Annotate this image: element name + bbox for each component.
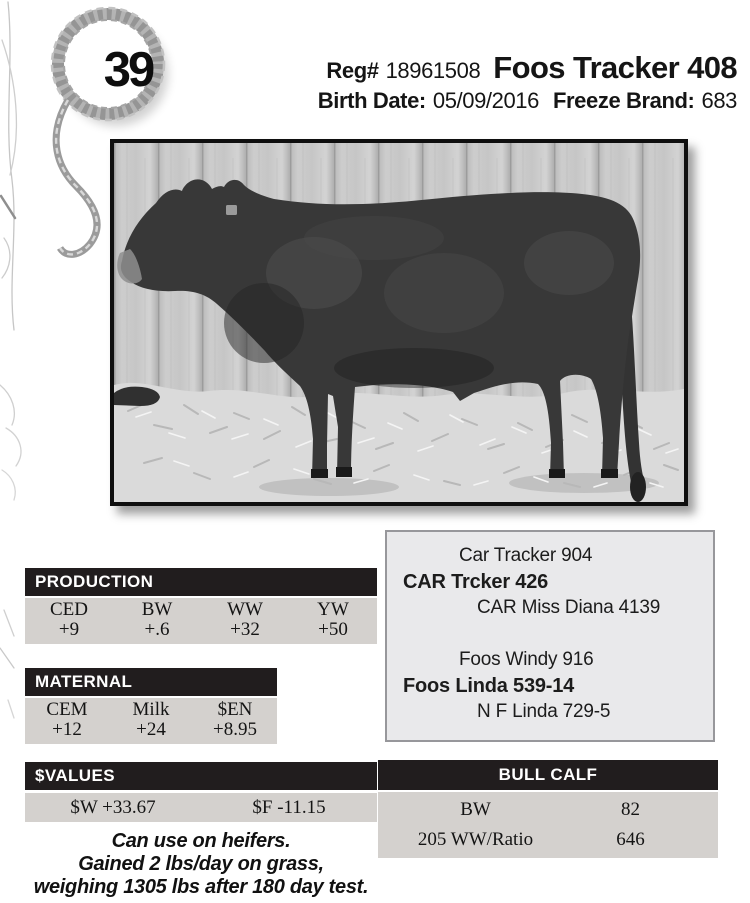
- dollar-value-f: $F -11.15: [252, 797, 326, 818]
- epd-label: CEM: [46, 699, 88, 720]
- epd-value: +50: [318, 619, 348, 640]
- dollar-values-section: $VALUES $W +33.67 $F -11.15: [25, 762, 377, 822]
- epd-value: +12: [52, 719, 82, 740]
- epd-label: $EN: [217, 699, 253, 720]
- bull-calf-ww-value: 646: [616, 828, 645, 850]
- bull-calf-bw-value: 82: [621, 799, 640, 821]
- bull-calf-ww-label: 205 WW/Ratio: [417, 828, 534, 850]
- production-col-ww: WW +32: [201, 598, 289, 644]
- production-row: CED +9 BW +.6 WW +32 YW +50: [25, 598, 377, 644]
- epd-value: +32: [230, 619, 260, 640]
- maternal-header: MATERNAL: [25, 668, 277, 696]
- epd-value: +24: [136, 719, 166, 740]
- bull-calf-table: BW 82 205 WW/Ratio 646: [378, 792, 718, 858]
- production-section: PRODUCTION CED +9 BW +.6 WW +32 YW +50: [25, 568, 377, 644]
- production-col-bw: BW +.6: [113, 598, 201, 644]
- maternal-col-en: $EN +8.95: [193, 698, 277, 744]
- pedigree-spacer: [387, 621, 713, 647]
- dollar-value-w: $W +33.67: [70, 797, 156, 818]
- sale-notes: Can use on heifers. Gained 2 lbs/day on …: [25, 830, 377, 899]
- table-row: BW 82: [378, 799, 718, 821]
- birth-date-label: Birth Date:: [317, 88, 426, 113]
- epd-label: YW: [317, 599, 349, 620]
- pedigree-sire: CAR Trcker 426: [403, 571, 549, 593]
- bull-calf-bw-label: BW: [460, 799, 491, 821]
- maternal-row: CEM +12 Milk +24 $EN +8.95: [25, 698, 277, 744]
- animal-name: Foos Tracker 408: [493, 50, 737, 85]
- pedigree-box: Car Tracker 904 CAR Trcker 426 CAR Miss …: [385, 530, 715, 742]
- bull-calf-section: BULL CALF BW 82 205 WW/Ratio 646: [378, 760, 718, 858]
- epd-label: BW: [141, 599, 173, 620]
- maternal-col-cem: CEM +12: [25, 698, 109, 744]
- pedigree-dam-sire: Foos Windy 916: [459, 649, 594, 670]
- production-col-yw: YW +50: [289, 598, 377, 644]
- pedigree-sire-dam: CAR Miss Diana 4139: [477, 597, 661, 618]
- dollar-values-header: $VALUES: [25, 762, 377, 790]
- bull-photo-scene: [114, 143, 684, 502]
- rope-lasso-icon: [50, 6, 168, 258]
- subtitle-line: Birth Date: 05/09/2016 Freeze Brand: 683: [180, 88, 738, 114]
- title-line: Reg# 18961508 Foos Tracker 408: [180, 50, 737, 86]
- production-col-ced: CED +9: [25, 598, 113, 644]
- fence-wire-sketch-decoration: [0, 1, 22, 719]
- bull-photo: [110, 139, 688, 506]
- pedigree-dam: Foos Linda 539-14: [403, 675, 575, 697]
- epd-label: CED: [50, 599, 88, 620]
- maternal-section: MATERNAL CEM +12 Milk +24 $EN +8.95: [25, 668, 277, 744]
- table-row: 205 WW/Ratio 646: [378, 829, 718, 851]
- reg-number: 18961508: [385, 58, 481, 83]
- note-line: Gained 2 lbs/day on grass,: [78, 853, 324, 875]
- birth-date-value: 05/09/2016: [432, 88, 540, 113]
- dollar-values-row: $W +33.67 $F -11.15: [25, 793, 377, 822]
- epd-value: +9: [58, 619, 80, 640]
- epd-label: Milk: [132, 699, 170, 720]
- bull-calf-header: BULL CALF: [378, 760, 718, 790]
- epd-value: +8.95: [213, 719, 257, 740]
- epd-label: WW: [227, 599, 263, 620]
- epd-value: +.6: [144, 619, 170, 640]
- freeze-brand-label: Freeze Brand:: [552, 88, 695, 113]
- freeze-brand-value: 683: [701, 88, 737, 113]
- note-line: weighing 1305 lbs after 180 day test.: [33, 876, 369, 898]
- note-line: Can use on heifers.: [111, 830, 291, 852]
- maternal-col-milk: Milk +24: [109, 698, 193, 744]
- reg-label: Reg#: [326, 58, 379, 83]
- pedigree-dam-dam: N F Linda 729-5: [477, 701, 611, 722]
- lot-number: 39: [103, 43, 156, 97]
- pedigree-sire-sire: Car Tracker 904: [459, 545, 593, 566]
- lot-badge: 39: [20, 6, 205, 271]
- production-header: PRODUCTION: [25, 568, 377, 596]
